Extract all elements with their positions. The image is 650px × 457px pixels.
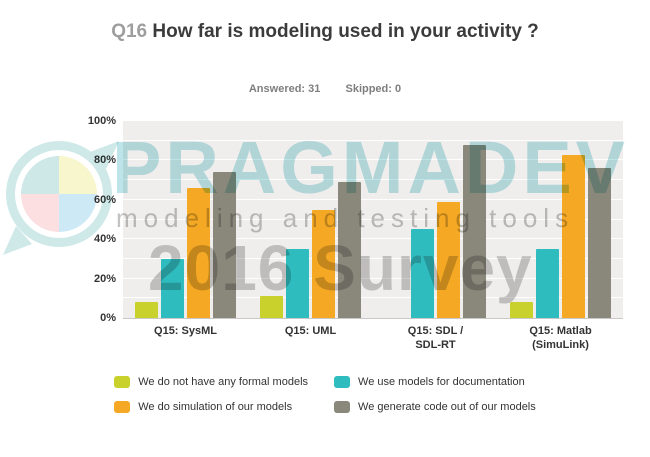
- bar-group: [498, 121, 623, 318]
- gridline: [123, 139, 623, 141]
- legend: We do not have any formal models We use m…: [0, 376, 650, 413]
- bar[interactable]: [312, 209, 335, 318]
- gridline: [123, 297, 623, 299]
- y-tick-label: 60%: [93, 193, 116, 206]
- gridline: [123, 179, 623, 181]
- x-category-label: Q15: UML: [284, 325, 337, 337]
- gridline: [123, 238, 623, 240]
- response-stats: Answered: 31 Skipped: 0: [0, 83, 650, 95]
- y-axis: 100% 80% 60% 40% 20% 0%: [58, 115, 116, 324]
- bar[interactable]: [213, 172, 236, 318]
- bar[interactable]: [437, 201, 460, 318]
- x-category-label: Q15: SysML: [154, 325, 217, 337]
- bar-group: [248, 121, 373, 318]
- gridline: [123, 120, 623, 121]
- gridline: [123, 218, 623, 220]
- y-tick-label: 0%: [100, 312, 116, 324]
- legend-item[interactable]: We do not have any formal models: [114, 376, 308, 388]
- y-tick-label: 80%: [93, 154, 116, 167]
- x-category-label: Q15: SDL / SDL-RT: [407, 325, 464, 351]
- bar[interactable]: [536, 249, 559, 318]
- bar[interactable]: [562, 154, 585, 318]
- legend-item[interactable]: We use models for documentation: [334, 376, 536, 388]
- question-title-text: How far is modeling used in your activit…: [152, 21, 539, 42]
- bar[interactable]: [187, 187, 210, 318]
- legend-swatch: [114, 376, 131, 388]
- legend-label: We do not have any formal models: [138, 376, 309, 388]
- legend-item[interactable]: We do simulation of our models: [114, 401, 308, 413]
- legend-swatch: [334, 401, 351, 413]
- y-tick-label: 20%: [93, 272, 116, 285]
- answered-label: Answered:: [248, 83, 306, 95]
- x-category-label: Q15: Matlab (SimuLink): [529, 325, 592, 351]
- plot-area: [123, 120, 623, 319]
- legend-item[interactable]: We generate code out of our models: [334, 401, 536, 413]
- bar[interactable]: [588, 168, 611, 318]
- legend-label: We use models for documentation: [358, 376, 525, 388]
- bar[interactable]: [411, 229, 434, 318]
- bar[interactable]: [510, 302, 533, 318]
- legend-label: We generate code out of our models: [358, 401, 536, 413]
- bar[interactable]: [161, 258, 184, 318]
- bar-group: [123, 121, 248, 318]
- bar[interactable]: [338, 182, 361, 318]
- bar[interactable]: [135, 302, 158, 318]
- bar-groups: [123, 121, 623, 318]
- question-number: Q16: [111, 21, 148, 42]
- legend-label: We do simulation of our models: [138, 401, 293, 413]
- gridline: [123, 198, 623, 200]
- bar-group: [373, 121, 498, 318]
- legend-swatch: [334, 376, 351, 388]
- legend-swatch: [114, 401, 131, 413]
- bar[interactable]: [260, 296, 283, 318]
- gridline: [123, 257, 623, 259]
- y-tick-label: 40%: [93, 233, 116, 246]
- skipped-label: Skipped:: [345, 83, 392, 95]
- y-tick-label: 100%: [87, 115, 116, 127]
- skipped-value: 0: [395, 83, 402, 95]
- gridline: [123, 277, 623, 279]
- x-axis: Q15: SysML Q15: UML Q15: SDL / SDL-RT Q15: …: [123, 324, 623, 352]
- gridline: [123, 159, 623, 161]
- bar[interactable]: [286, 249, 309, 318]
- bar[interactable]: [463, 144, 486, 318]
- page-title: Q16 How far is modeling used in your act…: [0, 18, 650, 45]
- answered-value: 31: [308, 83, 321, 95]
